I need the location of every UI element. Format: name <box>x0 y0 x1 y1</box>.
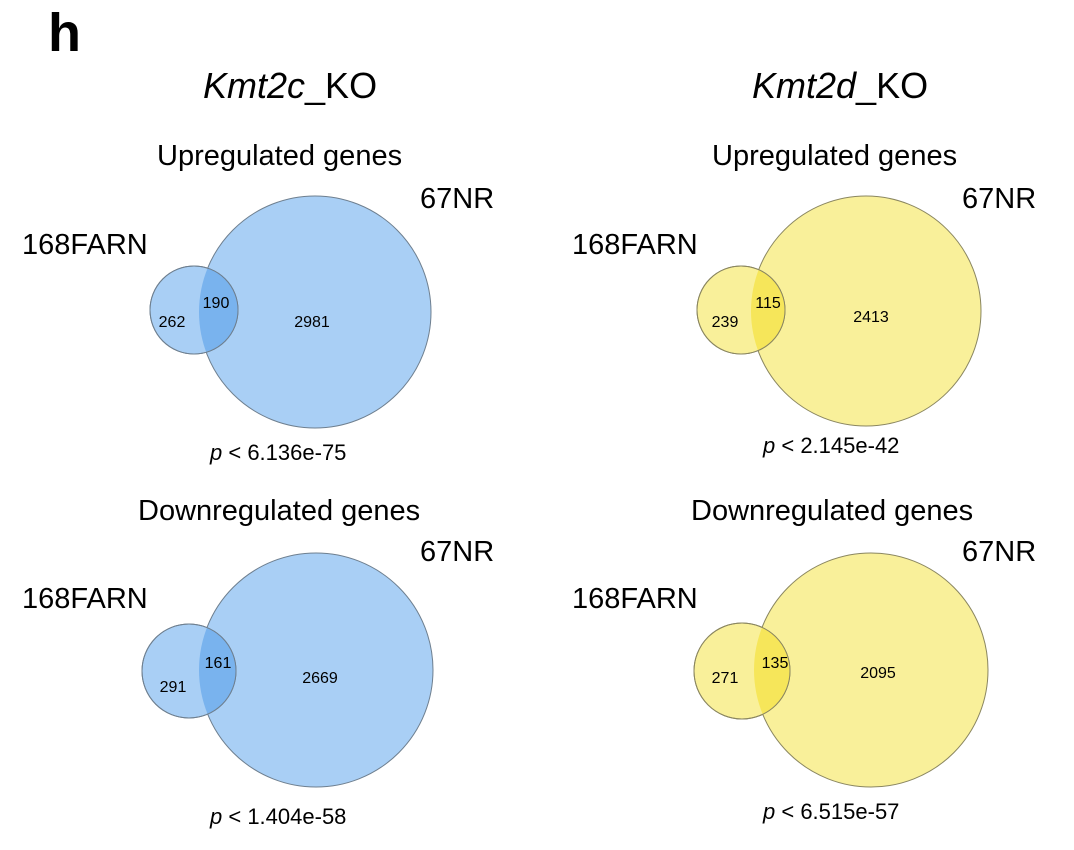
title-suffix: _KO <box>856 65 929 106</box>
set-b-label: 67NR <box>962 536 1037 568</box>
count-168farn-only: 271 <box>712 670 739 687</box>
set-a-label: 168FARN <box>22 583 148 615</box>
set-a-label: 168FARN <box>572 583 698 615</box>
count-67nr-only: 2981 <box>294 314 330 331</box>
section-title-kmt2c-up: Upregulated genes <box>157 140 403 172</box>
set-b-label: 67NR <box>962 183 1037 215</box>
title-suffix: _KO <box>305 65 378 106</box>
p-value: p < 2.145e-42 <box>763 433 899 459</box>
count-168farn-only: 291 <box>160 679 187 696</box>
gene-name: Kmt2c <box>203 65 306 106</box>
p-symbol: p <box>210 804 223 829</box>
count-67nr-only: 2669 <box>302 670 338 687</box>
circle-168farn-outline <box>149 265 239 355</box>
count-67nr-only: 2095 <box>860 665 896 682</box>
p-value-text: < 2.145e-42 <box>775 433 900 458</box>
p-value-text: < 1.404e-58 <box>222 804 347 829</box>
panel-letter: h <box>48 3 81 63</box>
p-value: p < 6.515e-57 <box>763 799 899 825</box>
count-overlap: 190 <box>203 295 230 312</box>
section-title-kmt2c-down: Downregulated genes <box>138 495 421 527</box>
set-b-label: 67NR <box>420 183 495 215</box>
p-value: p < 6.136e-75 <box>210 440 346 466</box>
count-67nr-only: 2413 <box>853 309 889 326</box>
column-title-kmt2d: Kmt2d_KO <box>752 64 928 107</box>
count-overlap: 161 <box>205 655 232 672</box>
count-overlap: 135 <box>762 655 789 672</box>
section-title-kmt2d-down: Downregulated genes <box>691 495 974 527</box>
p-value-text: < 6.136e-75 <box>222 440 347 465</box>
count-overlap: 115 <box>755 295 781 312</box>
p-value: p < 1.404e-58 <box>210 804 346 830</box>
circle-168farn-outline <box>141 623 237 719</box>
section-title-kmt2d-up: Upregulated genes <box>712 140 958 172</box>
p-value-text: < 6.515e-57 <box>775 799 900 824</box>
p-symbol: p <box>210 440 223 465</box>
gene-name: Kmt2d <box>752 65 857 106</box>
set-a-label: 168FARN <box>22 229 148 261</box>
count-168farn-only: 239 <box>712 314 739 331</box>
venn-kmt2c-downregulated: 291 161 2669 <box>141 552 434 788</box>
p-symbol: p <box>763 433 776 458</box>
column-title-kmt2c: Kmt2c_KO <box>203 64 377 107</box>
set-b-label: 67NR <box>420 536 495 568</box>
venn-kmt2d-downregulated: 271 135 2095 <box>693 552 989 788</box>
venn-kmt2c-upregulated: 262 190 2981 <box>149 195 432 429</box>
count-168farn-only: 262 <box>159 314 186 331</box>
circle-168farn-outline <box>696 265 786 355</box>
venn-kmt2d-upregulated: 239 115 2413 <box>696 195 982 427</box>
circle-168farn-outline <box>693 622 791 720</box>
p-symbol: p <box>763 799 776 824</box>
set-a-label: 168FARN <box>572 229 698 261</box>
